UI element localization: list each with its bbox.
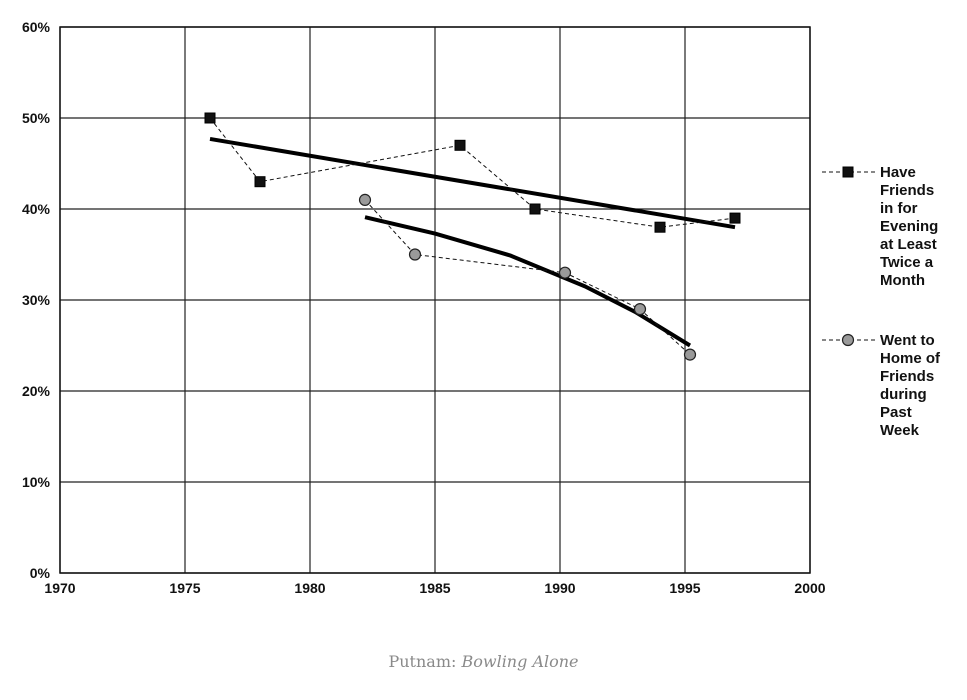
data-point: [204, 112, 216, 124]
grid: [59, 26, 811, 574]
data-line-1: [364, 199, 691, 355]
data-line-0: [209, 117, 736, 228]
data-point: [408, 248, 422, 261]
trend-line-0: [209, 136, 736, 230]
legend-label-line: Home of: [880, 350, 941, 367]
data-point: [654, 221, 666, 233]
legend-entry-1: Went to Home of Friends during Past Week: [822, 332, 941, 439]
trend-line-1: [364, 215, 692, 348]
series-1: [358, 193, 697, 361]
legend-label-line: Friends: [880, 368, 934, 385]
legend-label-line: Went to: [880, 332, 935, 349]
data-point: [529, 203, 541, 215]
legend-label-line: at Least: [880, 236, 937, 253]
plot-frame: [59, 26, 811, 574]
chart: 1970 1975 1980 1985 1990 1995 2000 0% 10% 20% 30% 4…: [22, 19, 941, 596]
legend-label-line: Evening: [880, 218, 938, 235]
legend-marker: [841, 333, 855, 347]
x-tick-label: 1975: [169, 580, 200, 596]
legend-label-line: Week: [880, 422, 920, 439]
y-tick-label: 0%: [30, 565, 51, 581]
caption-title: Bowling Alone: [461, 652, 579, 671]
x-tick-label: 1980: [294, 580, 325, 596]
data-point: [558, 266, 572, 279]
x-tick-label: 1990: [544, 580, 575, 596]
series-0: [204, 112, 741, 233]
legend-label-line: Friends: [880, 182, 934, 199]
x-tick-label: 1995: [669, 580, 700, 596]
x-tick-label: 1985: [419, 580, 450, 596]
y-tick-label: 60%: [22, 19, 51, 35]
tick-labels: 1970 1975 1980 1985 1990 1995 2000 0% 10% 20% 30% 4…: [22, 19, 826, 596]
data-point: [729, 212, 741, 224]
x-tick-label: 1970: [44, 580, 75, 596]
legend-label-line: Twice a: [880, 254, 934, 271]
legend-label-line: Month: [880, 272, 925, 289]
data-point: [254, 176, 266, 188]
y-tick-label: 50%: [22, 110, 51, 126]
legend-label-line: in for: [880, 200, 918, 217]
y-tick-label: 20%: [22, 383, 51, 399]
legend-label-line: Have: [880, 164, 916, 181]
caption-author: Putnam:: [388, 652, 457, 671]
legend-marker: [842, 166, 854, 178]
caption: Putnam: Bowling Alone: [0, 652, 967, 671]
y-tick-label: 10%: [22, 474, 51, 490]
data-point: [633, 303, 647, 316]
legend-label-line: during: [880, 386, 927, 403]
y-tick-label: 40%: [22, 201, 51, 217]
data-point: [358, 193, 372, 206]
series-layer: [204, 112, 741, 361]
legend-label-line: Past: [880, 404, 912, 421]
data-point: [454, 139, 466, 151]
y-tick-label: 30%: [22, 292, 51, 308]
data-point: [683, 348, 697, 361]
legend-label: Went to Home of Friends during Past Week: [880, 332, 941, 439]
x-tick-label: 2000: [794, 580, 825, 596]
